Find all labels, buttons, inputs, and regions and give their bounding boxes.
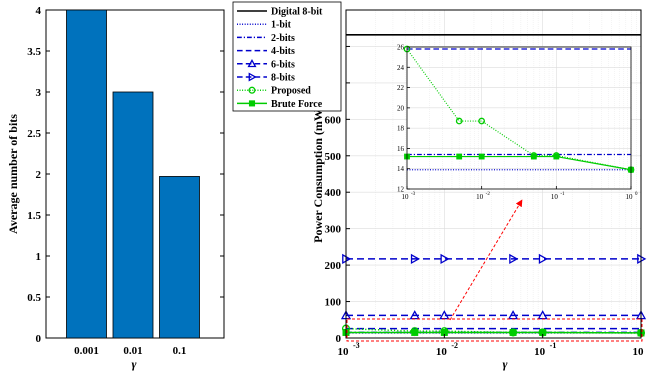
inset-series-marker [478, 153, 485, 160]
line-x-axis-label: γ [503, 357, 508, 371]
line-x-tick-label: 10 [534, 346, 546, 358]
line-y-tick-label: 0 [336, 333, 342, 345]
zoom-arrow [449, 199, 523, 321]
bars [66, 9, 200, 339]
inset-x-tick-exponent: -3 [411, 192, 416, 197]
inset-series-marker [455, 117, 463, 125]
main-series-marker [410, 253, 421, 265]
inset-y-tick-label: 24 [397, 64, 405, 72]
legend-label: Proposed [271, 86, 311, 97]
legend-label: Brute Force [271, 99, 323, 110]
inset-y-tick-label: 14 [397, 165, 405, 173]
inset-series-marker [478, 117, 486, 125]
legend-label: Digital 8-bit [271, 7, 323, 18]
main-series-marker [411, 328, 419, 336]
line-y-tick-label: 500 [325, 151, 342, 163]
inset-series-marker [530, 153, 537, 160]
bar-x-tick-label: 0.1 [173, 345, 187, 357]
main-series-marker [440, 253, 450, 265]
inset-x-tick-exponent: -2 [486, 192, 491, 197]
bar-chart: 0 0.5 1 1.5 2 2.5 3 3.5 4 0.001 0.01 0.1 Average n… [6, 5, 225, 371]
inset-y-tick-label: 26 [397, 44, 405, 52]
line-plot-frame [345, 9, 642, 339]
bar-y-tick-label: 2.5 [27, 128, 41, 140]
bar-y-tick-label: 1 [36, 251, 42, 263]
legend-marker-sample [248, 72, 257, 82]
bar-x-tick-label: 0.001 [74, 345, 99, 357]
inset-x-tick-label: 10 [551, 193, 559, 201]
legend: Digital 8-bit 1-bit 2-bits 4-bits 6-bits 8-bi… [232, 1, 342, 112]
inset-y-tick-label: 20 [397, 104, 405, 112]
main-series-marker [509, 253, 519, 265]
bar-y-tick-label: 3 [36, 87, 42, 99]
main-series-marker [509, 328, 517, 336]
inset-plot-frame [406, 46, 632, 190]
legend-marker-sample [248, 86, 256, 94]
legend-marker-sample [247, 59, 257, 68]
inset-y-ticks: 12 14 16 18 20 22 24 26 [397, 44, 410, 194]
bar-y-tick-label: 1.5 [27, 210, 41, 222]
line-x-tick-label: 10 [338, 346, 350, 358]
bar-y-tick-label: 0 [36, 333, 42, 345]
line-chart: 0100200300400500600700800900 10-310-210-… [232, 1, 647, 371]
bar-x-ticks: 0.001 0.01 0.1 [74, 334, 186, 357]
legend-label: 4-bits [271, 46, 295, 57]
bar-y-ticks: 0 0.5 1 1.5 2 2.5 3 3.5 4 [27, 5, 224, 345]
bar-y-tick-label: 4 [36, 5, 42, 17]
bar-x-axis-label: γ [132, 357, 137, 371]
inset-plot-area [407, 47, 631, 189]
line-y-axis-label: Power Consumption (mW) [311, 105, 325, 243]
line-y-tick-label: 400 [325, 187, 342, 199]
line-x-tick-exponent: -2 [451, 341, 458, 350]
bar-y-tick-label: 2 [36, 169, 42, 181]
legend-label: 1-bit [271, 20, 292, 31]
inset-series-marker [553, 153, 560, 160]
bar [66, 9, 107, 339]
bar-y-tick-label: 3.5 [27, 46, 41, 58]
line-y-tick-label: 100 [325, 297, 342, 309]
zoom-region-box [346, 318, 643, 342]
bar [112, 91, 154, 339]
line-y-tick-label: 200 [325, 260, 342, 272]
line-x-tick-exponent: -3 [353, 341, 360, 350]
inset-series [403, 45, 635, 174]
inset-series-line [407, 155, 632, 171]
line-y-tick-label: 300 [325, 224, 342, 236]
bar-y-axis-label: Average number of bits [6, 114, 20, 234]
inset-y-tick-label: 18 [397, 125, 405, 133]
inset-grid [406, 46, 631, 190]
inset-y-tick-label: 12 [397, 186, 405, 194]
inset-y-tick-label: 22 [397, 84, 405, 92]
legend-label: 2-bits [271, 33, 295, 44]
line-x-tick-exponent: -1 [550, 341, 557, 350]
inset-y-tick-label: 16 [397, 145, 405, 153]
inset-x-tick-exponent: 0 [635, 192, 638, 197]
inset-x-tick-exponent: -1 [560, 192, 565, 197]
bar-x-tick-label: 0.01 [123, 345, 142, 357]
legend-label: 6-bits [271, 59, 295, 70]
inset-x-ticks: 10 -3 10 -2 10 -1 10 0 [402, 186, 638, 201]
inset-x-tick-label: 10 [626, 193, 634, 201]
inset-series-marker [456, 153, 463, 160]
legend-marker-sample [248, 100, 256, 107]
inset-x-tick-label: 10 [402, 193, 410, 201]
bar-y-tick-label: 0.5 [27, 292, 41, 304]
bar [159, 176, 200, 339]
line-y-tick-label: 600 [325, 114, 342, 126]
line-x-tick-label: 10 [633, 346, 645, 358]
main-series-marker [538, 253, 549, 265]
inset-x-tick-label: 10 [476, 193, 484, 201]
legend-label: 8-bits [271, 73, 295, 84]
line-x-tick-label: 10 [436, 346, 448, 358]
